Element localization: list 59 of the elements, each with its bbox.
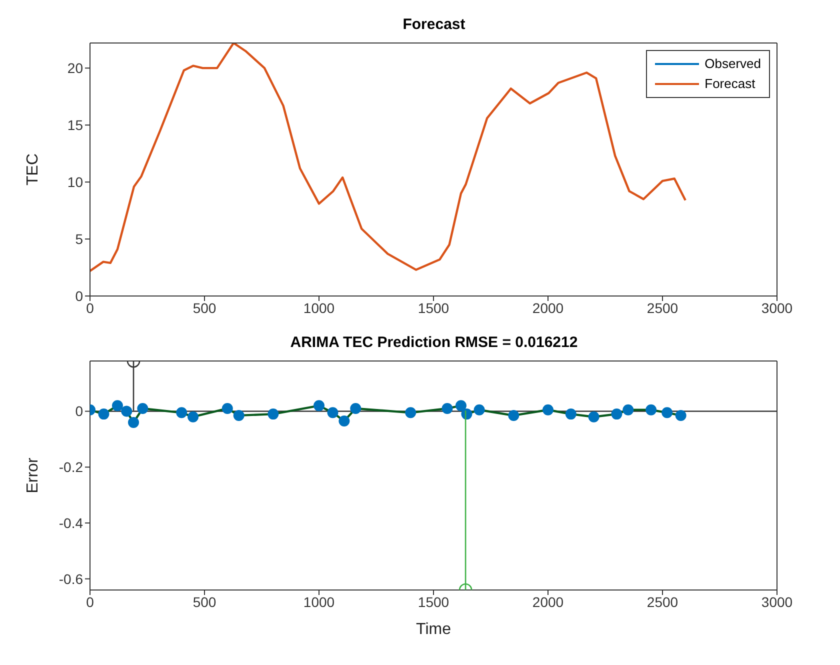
x-tick-label: 1000 xyxy=(303,594,335,610)
chart-title: Forecast xyxy=(402,16,466,33)
line-series xyxy=(90,43,686,272)
point xyxy=(222,402,233,414)
point xyxy=(327,407,338,418)
point xyxy=(675,410,686,421)
point xyxy=(338,416,350,427)
x-tick-label: 0 xyxy=(86,594,94,610)
y-tick-label: 0 xyxy=(75,403,84,420)
y-tick-label: -0.6 xyxy=(58,570,84,587)
x-axis-title: Time xyxy=(416,621,452,638)
point xyxy=(622,404,634,416)
point xyxy=(112,400,123,412)
x-tick-label: 3000 xyxy=(761,300,793,316)
y-tick-label: 10 xyxy=(67,174,84,190)
point xyxy=(176,407,188,418)
point xyxy=(314,400,324,412)
y-axis-title: Error xyxy=(24,457,42,494)
point xyxy=(662,407,673,418)
point xyxy=(268,408,279,420)
x-tick-label: 3000 xyxy=(761,594,793,610)
y-tick-label: 20 xyxy=(67,60,84,76)
x-tick-label: 1500 xyxy=(418,300,450,316)
legend-label: Forecast xyxy=(704,75,756,93)
point xyxy=(461,408,472,420)
point xyxy=(442,402,453,414)
point xyxy=(350,402,362,414)
y-tick-label: 15 xyxy=(67,117,84,134)
y-tick-label: -0.2 xyxy=(58,459,84,476)
x-tick-label: 500 xyxy=(192,594,216,610)
y-axis-title: TEC xyxy=(24,154,42,186)
x-tick-label: 2500 xyxy=(646,594,678,610)
point xyxy=(137,402,148,414)
point xyxy=(233,410,244,421)
point xyxy=(611,408,622,420)
legend-label: Observed xyxy=(704,55,761,73)
point xyxy=(542,404,554,416)
point xyxy=(646,404,657,416)
point xyxy=(474,404,485,416)
x-tick-label: 1500 xyxy=(418,594,450,610)
x-tick-label: 2500 xyxy=(646,300,678,316)
point xyxy=(565,408,576,420)
x-tick-label: 500 xyxy=(192,300,216,316)
point xyxy=(128,416,140,428)
point xyxy=(405,407,416,418)
y-tick-label: 0 xyxy=(75,288,84,304)
point xyxy=(588,411,600,422)
point xyxy=(121,406,132,417)
y-tick-label: -0.4 xyxy=(58,514,84,531)
point xyxy=(455,400,466,412)
chart-title: ARIMA TEC Prediction RMSE = 0.016212 xyxy=(289,334,579,351)
x-tick-label: 1000 xyxy=(303,300,335,316)
point xyxy=(98,408,110,420)
x-tick-label: 2000 xyxy=(532,300,564,316)
point xyxy=(188,411,199,422)
point xyxy=(508,410,520,421)
y-tick-label: 5 xyxy=(75,230,84,247)
x-tick-label: 2000 xyxy=(532,594,564,610)
x-tick-label: 0 xyxy=(86,300,94,316)
